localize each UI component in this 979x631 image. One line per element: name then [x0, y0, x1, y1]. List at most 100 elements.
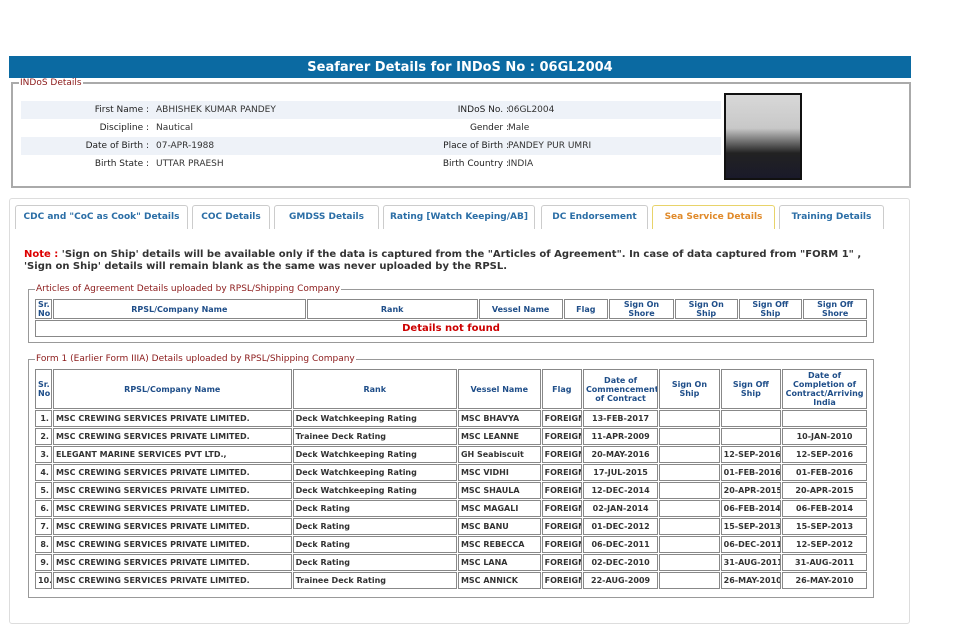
cell: FOREIGN [541, 518, 582, 535]
cell: FOREIGN [541, 554, 582, 571]
cell: 26-MAY-2010 [720, 572, 782, 589]
field-row: First Name : ABHISHEK KUMAR PANDEY INDoS N… [21, 101, 721, 119]
cell: 13-FEB-2017 [582, 410, 659, 427]
column-header: Rank [292, 369, 457, 409]
articles-table: Sr. No. RPSL/Company Name Rank Vessel Name F… [34, 298, 868, 338]
cell: FOREIGN [541, 482, 582, 499]
form1-table: Sr. No. RPSL/Company Name Rank Vessel Name F… [34, 368, 868, 590]
cell: 20-APR-2015 [782, 482, 867, 499]
column-header: Date of Commencement of Contract [582, 369, 659, 409]
cell: Deck Watchkeeping Rating [292, 464, 457, 481]
cell: 9. [35, 554, 52, 571]
cell: 12-DEC-2014 [582, 482, 659, 499]
cell [659, 554, 720, 571]
cell: 26-MAY-2010 [782, 572, 867, 589]
column-header: Vessel Name [478, 299, 563, 319]
form1-legend: Form 1 (Earlier Form IIIA) Details uploa… [36, 354, 355, 364]
data-row: 10. MSC CREWING SERVICES PRIVATE LIMITED.… [35, 572, 867, 589]
column-header: Date of Completion of Contract/Arriving … [782, 369, 867, 409]
data-row: 1. MSC CREWING SERVICES PRIVATE LIMITED. D… [35, 410, 867, 427]
cell: MSC LANA [457, 554, 541, 571]
message-row: Details not found [35, 320, 867, 337]
header-row: Sr. No. RPSL/Company Name Rank Vessel Name F… [35, 299, 867, 319]
cell: 06-DEC-2011 [720, 536, 782, 553]
field-value: Male [508, 123, 530, 133]
page-title: Seafarer Details for INDoS No : 06GL2004 [9, 56, 911, 78]
cell: MSC CREWING SERVICES PRIVATE LIMITED. [52, 500, 292, 517]
indos-panel: INDoS Details First Name : ABHISHEK KUMAR … [11, 78, 911, 188]
cell: 1. [35, 410, 52, 427]
cell: 01-DEC-2012 [582, 518, 659, 535]
tab[interactable]: CDC and "CoC as Cook" Details [15, 205, 188, 229]
cell [782, 410, 867, 427]
tab[interactable]: DC Endorsement [541, 205, 648, 229]
cell: MSC CREWING SERVICES PRIVATE LIMITED. [52, 536, 292, 553]
cell: MSC CREWING SERVICES PRIVATE LIMITED. [52, 554, 292, 571]
empty-message: Details not found [35, 320, 867, 337]
cell: Deck Rating [292, 536, 457, 553]
photo [724, 93, 802, 180]
field-value: Nautical [156, 123, 193, 133]
cell: FOREIGN [541, 410, 582, 427]
column-header: Sr. No. [35, 299, 52, 319]
field-value: PANDEY PUR UMRI [508, 141, 592, 151]
tab[interactable]: Rating [Watch Keeping/AB] [383, 205, 535, 229]
column-header: Flag [563, 299, 609, 319]
cell: 15-SEP-2013 [720, 518, 782, 535]
cell: 12-SEP-2012 [782, 536, 867, 553]
cell: 02-JAN-2014 [582, 500, 659, 517]
data-row: 7. MSC CREWING SERVICES PRIVATE LIMITED. D… [35, 518, 867, 535]
cell: Trainee Deck Rating [292, 428, 457, 445]
cell [720, 410, 782, 427]
cell: 10. [35, 572, 52, 589]
cell: MSC SHAULA [457, 482, 541, 499]
tab[interactable]: Training Details [779, 205, 884, 229]
cell: MSC ANNICK [457, 572, 541, 589]
column-header: Flag [541, 369, 582, 409]
field-value: INDIA [508, 159, 534, 169]
cell [659, 446, 720, 463]
cell: 01-FEB-2016 [782, 464, 867, 481]
note-text: 'Sign on Ship' details will be available… [24, 249, 862, 272]
cell: 3. [35, 446, 52, 463]
column-header: Sign On Shore [609, 299, 674, 319]
cell: MSC MAGALI [457, 500, 541, 517]
cell [659, 500, 720, 517]
note: Note : 'Sign on Ship' details will be av… [24, 249, 879, 273]
tab[interactable]: COC Details [192, 205, 270, 229]
field-label: Place of Birth : [443, 141, 509, 151]
column-header: Vessel Name [457, 369, 541, 409]
field-row: Birth State : UTTAR PRAESH Birth Country :… [21, 155, 721, 173]
cell: 4. [35, 464, 52, 481]
cell: 06-FEB-2014 [782, 500, 867, 517]
data-row: 9. MSC CREWING SERVICES PRIVATE LIMITED. D… [35, 554, 867, 571]
tab[interactable]: Sea Service Details [652, 205, 775, 229]
cell: 22-AUG-2009 [582, 572, 659, 589]
cell: 31-AUG-2011 [720, 554, 782, 571]
cell: MSC CREWING SERVICES PRIVATE LIMITED. [52, 572, 292, 589]
cell [659, 482, 720, 499]
data-row: 4. MSC CREWING SERVICES PRIVATE LIMITED. D… [35, 464, 867, 481]
cell [659, 428, 720, 445]
cell: 15-SEP-2013 [782, 518, 867, 535]
cell [659, 572, 720, 589]
cell: MSC CREWING SERVICES PRIVATE LIMITED. [52, 428, 292, 445]
cell: MSC LEANNE [457, 428, 541, 445]
cell: Deck Watchkeeping Rating [292, 410, 457, 427]
field-label: INDoS No. : [457, 105, 509, 115]
tab-panel [9, 198, 910, 624]
field-value: ABHISHEK KUMAR PANDEY [156, 105, 276, 115]
cell: Deck Watchkeeping Rating [292, 482, 457, 499]
indos-legend: INDoS Details [20, 78, 82, 88]
tab[interactable]: GMDSS Details [274, 205, 379, 229]
cell: Deck Watchkeeping Rating [292, 446, 457, 463]
field-row: Date of Birth : 07-APR-1988 Place of Birth… [21, 137, 721, 155]
cell: MSC CREWING SERVICES PRIVATE LIMITED. [52, 518, 292, 535]
cell: FOREIGN [541, 464, 582, 481]
field-value: 06GL2004 [508, 105, 555, 115]
cell: MSC CREWING SERVICES PRIVATE LIMITED. [52, 464, 292, 481]
cell: FOREIGN [541, 428, 582, 445]
cell: Deck Rating [292, 500, 457, 517]
cell: 2. [35, 428, 52, 445]
